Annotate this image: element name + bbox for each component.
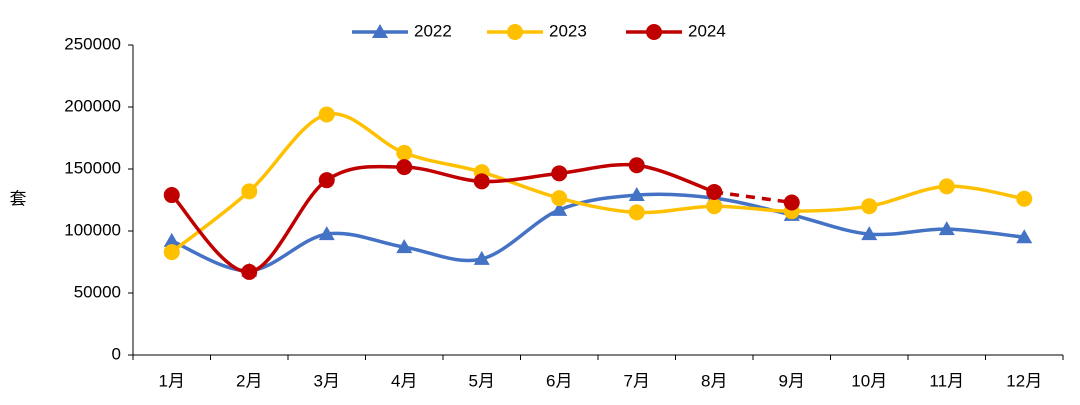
legend-label: 2024 <box>688 21 726 40</box>
y-tick-label: 50000 <box>74 282 121 301</box>
marker <box>241 263 258 280</box>
x-tick-label: 11月 <box>929 371 964 390</box>
marker <box>163 232 180 247</box>
marker <box>318 106 335 123</box>
legend-label: 2022 <box>414 21 452 40</box>
y-tick-label: 100000 <box>64 220 121 239</box>
y-tick-label: 0 <box>112 344 121 363</box>
y-tick-label: 250000 <box>64 34 121 53</box>
marker <box>551 190 568 207</box>
marker <box>861 226 878 241</box>
marker <box>938 221 955 236</box>
marker <box>628 187 645 202</box>
marker <box>163 187 180 204</box>
x-tick-label: 3月 <box>314 371 340 390</box>
marker <box>241 183 258 200</box>
marker <box>783 194 800 211</box>
x-tick-label: 7月 <box>624 371 650 390</box>
marker <box>938 178 955 195</box>
marker <box>1016 229 1033 244</box>
marker <box>706 198 723 215</box>
marker <box>551 201 568 216</box>
y-tick-label: 200000 <box>64 96 121 115</box>
marker <box>861 198 878 215</box>
x-tick-label: 12月 <box>1006 371 1042 390</box>
marker <box>318 226 335 241</box>
marker <box>318 172 335 189</box>
marker <box>396 239 413 254</box>
marker <box>706 183 723 200</box>
x-tick-label: 5月 <box>469 371 495 390</box>
marker <box>551 165 568 182</box>
marker <box>1016 190 1033 207</box>
legend-marker <box>507 24 523 40</box>
x-tick-label: 8月 <box>701 371 727 390</box>
marker <box>163 244 180 261</box>
x-tick-label: 2月 <box>236 371 262 390</box>
y-tick-label: 150000 <box>64 158 121 177</box>
marker <box>628 204 645 221</box>
line <box>170 111 1025 254</box>
marker <box>396 144 413 161</box>
x-tick-label: 1月 <box>159 371 185 390</box>
marker <box>473 250 490 265</box>
legend-marker <box>372 24 388 38</box>
x-tick-label: 6月 <box>546 371 572 390</box>
legend-marker <box>646 24 662 40</box>
legend-label: 2023 <box>549 21 587 40</box>
marker <box>628 157 645 174</box>
marker <box>396 159 413 176</box>
y-axis-label: 套 <box>10 189 27 208</box>
x-tick-label: 10月 <box>851 371 887 390</box>
x-tick-label: 9月 <box>779 371 805 390</box>
marker <box>473 173 490 190</box>
x-tick-label: 4月 <box>391 371 417 390</box>
